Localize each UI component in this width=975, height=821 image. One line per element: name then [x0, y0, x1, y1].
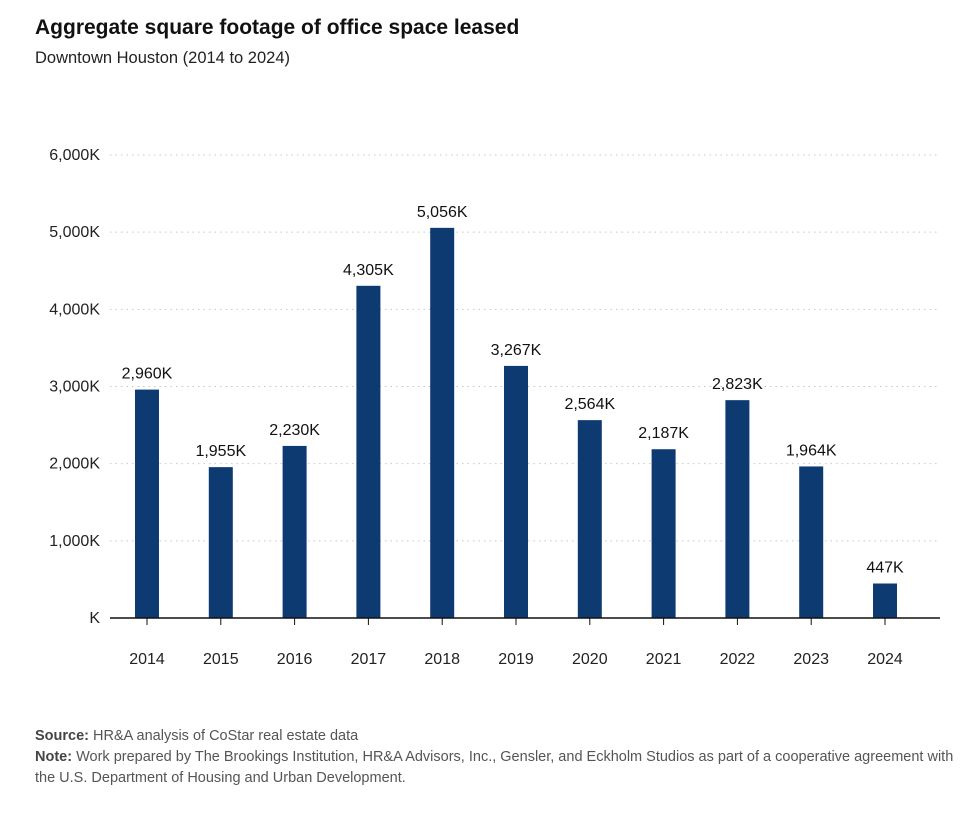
- x-tick-label: 2019: [498, 651, 534, 668]
- y-tick-label: 5,000K: [49, 224, 100, 241]
- bar-2016: [282, 445, 307, 618]
- bar-2014: [135, 389, 159, 618]
- y-tick-label: 3,000K: [49, 379, 100, 396]
- bar-2022: [725, 400, 750, 618]
- data-label: 2,187K: [638, 425, 689, 442]
- x-tick-label: 2017: [351, 651, 387, 668]
- x-tick-label: 2021: [646, 651, 682, 668]
- note-line: Note: Work prepared by The Brookings Ins…: [35, 747, 955, 789]
- x-tick-label: 2023: [793, 651, 829, 668]
- data-label: 1,955K: [195, 443, 246, 460]
- bar-2020: [577, 420, 602, 618]
- y-tick-label: K: [89, 610, 100, 627]
- source-line: Source: HR&A analysis of CoStar real est…: [35, 726, 955, 747]
- footnotes: Source: HR&A analysis of CoStar real est…: [35, 726, 955, 789]
- bar-2019: [504, 365, 528, 618]
- bar-2024: [873, 583, 897, 618]
- chart-title: Aggregate square footage of office space…: [35, 16, 520, 39]
- y-tick-label: 4,000K: [49, 301, 100, 318]
- bar-2018: [430, 227, 455, 618]
- data-label: 1,964K: [786, 442, 837, 459]
- x-tick-label: 2020: [572, 651, 608, 668]
- bars: [135, 227, 897, 618]
- bar-2015: [208, 467, 233, 618]
- x-tick-label: 2024: [867, 651, 903, 668]
- x-tick-label: 2022: [720, 651, 756, 668]
- x-tick-label: 2016: [277, 651, 313, 668]
- data-label: 5,056K: [417, 204, 468, 221]
- data-label: 4,305K: [343, 262, 394, 279]
- source-text: HR&A analysis of CoStar real estate data: [93, 728, 359, 744]
- bar-2023: [799, 466, 824, 618]
- y-axis-ticks: K 1,000K 2,000K 3,000K 4,000K 5,000K 6,000K: [49, 147, 100, 627]
- bar-2017: [356, 285, 381, 618]
- x-tick-label: 2018: [424, 651, 460, 668]
- y-tick-label: 2,000K: [49, 456, 100, 473]
- data-label: 3,267K: [491, 342, 542, 359]
- data-label: 2,564K: [564, 396, 615, 413]
- chart-subtitle: Downtown Houston (2014 to 2024): [35, 49, 290, 67]
- data-label: 2,960K: [122, 366, 173, 383]
- y-tick-label: 6,000K: [49, 147, 100, 164]
- data-labels: 2,960K 1,955K 2,230K 4,305K 5,056K 3,267K 2,56…: [122, 204, 904, 577]
- source-label: Source:: [35, 728, 89, 744]
- x-axis-ticks: 2014 2015 2016 2017 2018 2019 2020 2021 2022 2023…: [129, 618, 903, 668]
- x-tick-label: 2015: [203, 651, 239, 668]
- data-label: 2,230K: [269, 422, 320, 439]
- data-label: 2,823K: [712, 376, 763, 393]
- data-label: 447K: [866, 560, 904, 577]
- note-text: Work prepared by The Brookings Instituti…: [35, 749, 954, 786]
- x-tick-label: 2014: [129, 651, 165, 668]
- bar-chart: K 1,000K 2,000K 3,000K 4,000K 5,000K 6,000K 2,…: [49, 147, 940, 668]
- bar-2021: [651, 449, 676, 618]
- gridlines: [110, 154, 940, 542]
- note-label: Note:: [35, 749, 73, 765]
- y-tick-label: 1,000K: [49, 533, 100, 550]
